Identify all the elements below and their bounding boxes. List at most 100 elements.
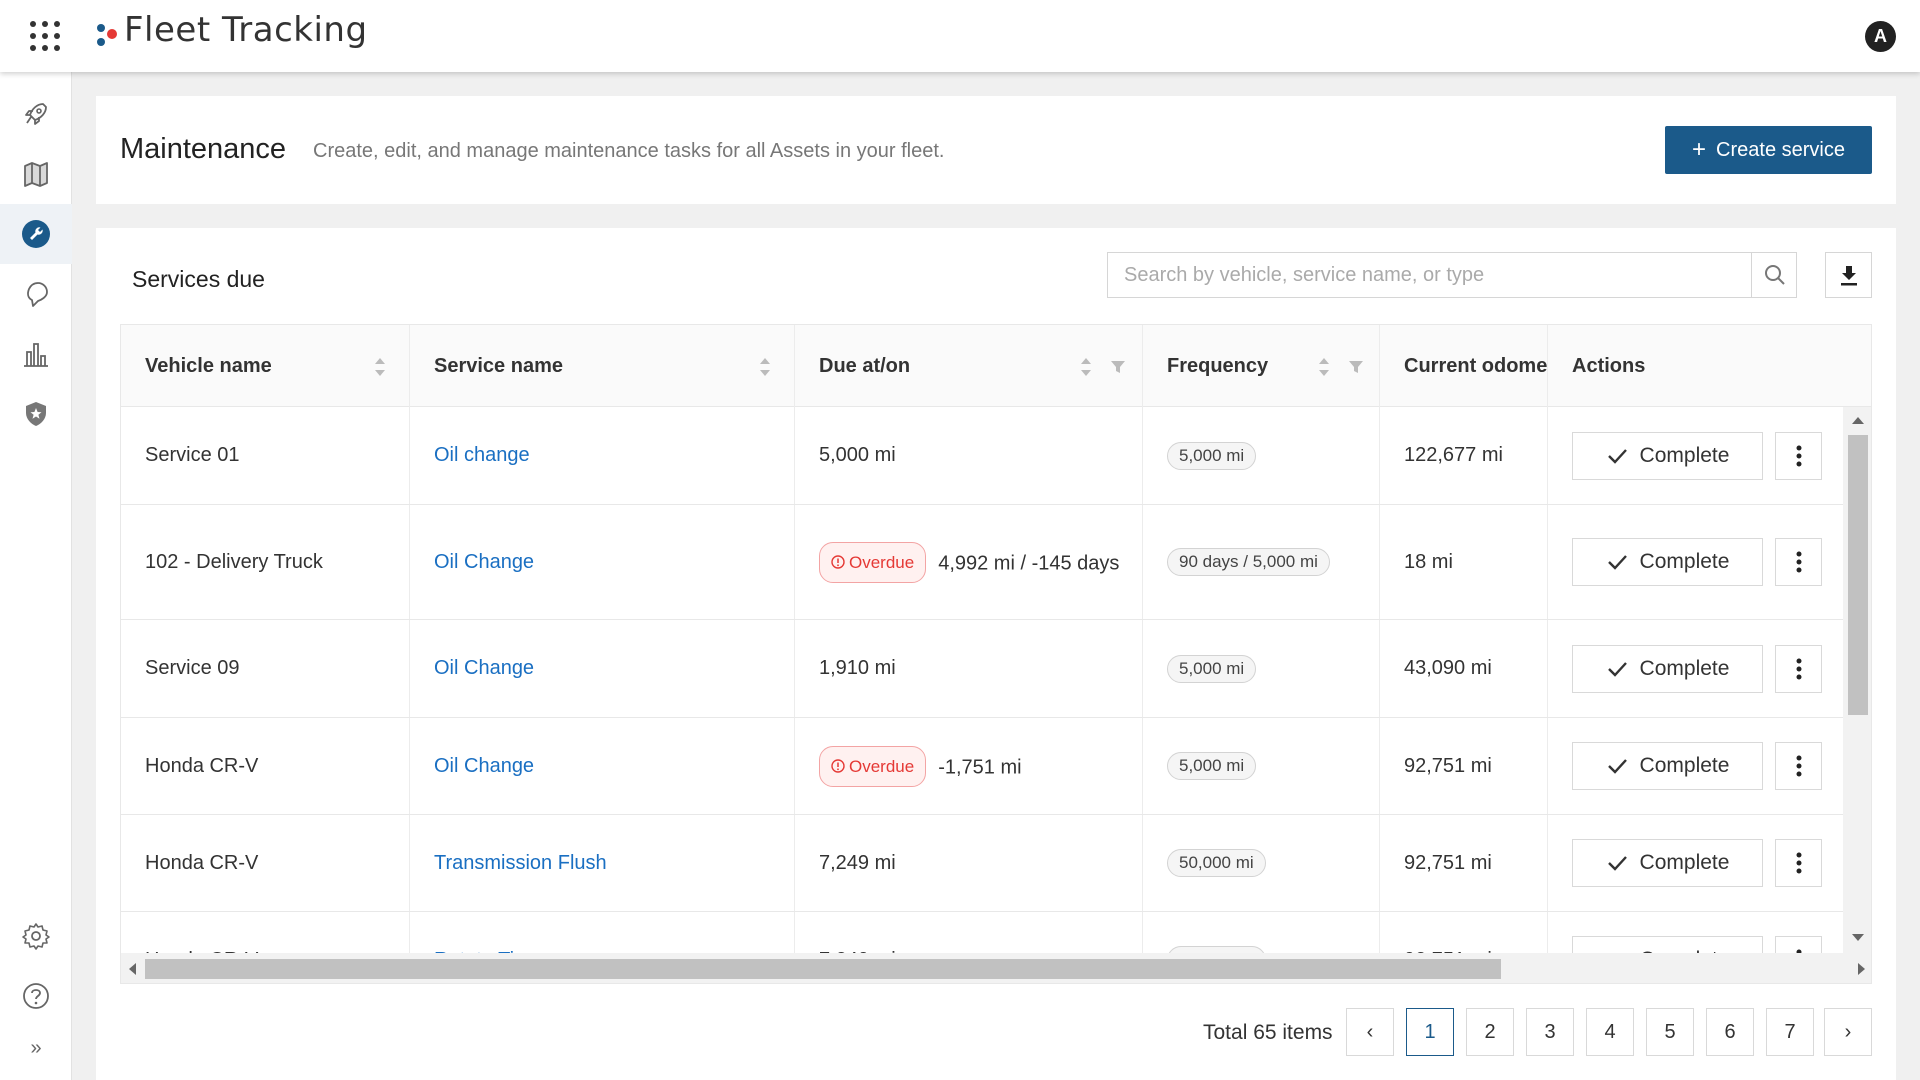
more-vertical-icon — [1796, 551, 1801, 573]
download-button[interactable] — [1825, 252, 1872, 298]
sidebar-item-settings[interactable] — [0, 906, 72, 966]
more-actions-button[interactable] — [1775, 936, 1822, 953]
logo-icon — [94, 22, 120, 48]
column-header-vehicle[interactable]: Vehicle name — [121, 325, 410, 407]
cell-vehicle: Honda CR-V — [121, 815, 410, 911]
service-name-link[interactable]: Rotate Tires — [434, 949, 542, 954]
map-icon — [24, 162, 48, 187]
overdue-badge: Overdue — [819, 745, 927, 787]
page-button-2[interactable]: 2 — [1466, 1008, 1514, 1056]
check-icon — [1607, 856, 1627, 871]
scroll-left-icon[interactable] — [129, 963, 136, 975]
due-value: 5,000 mi — [819, 444, 896, 466]
page-button-5[interactable]: 5 — [1646, 1008, 1694, 1056]
page-button-1[interactable]: 1 — [1406, 1008, 1454, 1056]
complete-label: Complete — [1639, 443, 1730, 467]
more-actions-button[interactable] — [1775, 839, 1822, 887]
cell-actions: Complete — [1548, 620, 1843, 717]
scroll-thumb[interactable] — [1848, 435, 1868, 715]
page-button-6[interactable]: 6 — [1706, 1008, 1754, 1056]
table-row: 102 - Delivery Truck Oil Change Overdue 4,9… — [121, 505, 1843, 620]
complete-button[interactable]: Complete — [1572, 742, 1763, 790]
sidebar-item-safety[interactable] — [0, 384, 72, 444]
odometer-value: 92,751 mi — [1404, 949, 1492, 954]
more-actions-button[interactable] — [1775, 742, 1822, 790]
scroll-up-icon[interactable] — [1852, 417, 1864, 424]
next-page-button[interactable]: › — [1824, 1008, 1872, 1056]
scroll-thumb[interactable] — [145, 959, 1501, 979]
filter-icon[interactable] — [1110, 359, 1126, 375]
column-header-odometer[interactable]: Current odome — [1380, 325, 1548, 407]
sidebar-item-dispatch[interactable] — [0, 84, 72, 144]
complete-button[interactable]: Complete — [1572, 538, 1763, 586]
due-value: 7,249 mi — [819, 949, 896, 954]
due-value: 1,910 mi — [819, 657, 896, 679]
vehicle-name: 102 - Delivery Truck — [145, 550, 323, 573]
due-value: -1,751 mi — [938, 756, 1022, 778]
column-label: Actions — [1572, 354, 1646, 377]
column-header-frequency[interactable]: Frequency — [1143, 325, 1380, 407]
total-items-label: Total 65 items — [1203, 1021, 1333, 1044]
cell-odometer: 92,751 mi — [1380, 718, 1548, 814]
complete-button[interactable]: Complete — [1572, 839, 1763, 887]
more-actions-button[interactable] — [1775, 538, 1822, 586]
complete-button[interactable]: Complete — [1572, 644, 1763, 693]
page-subtitle: Create, edit, and manage maintenance tas… — [313, 140, 945, 162]
user-avatar[interactable]: A — [1865, 21, 1896, 52]
sort-icon[interactable] — [374, 356, 386, 378]
cell-service: Oil Change — [410, 620, 795, 717]
search-input[interactable] — [1108, 253, 1750, 297]
table-row: Service 09 Oil Change 1,910 mi 5,000 mi 43,0… — [121, 620, 1843, 718]
filter-icon[interactable] — [1348, 359, 1364, 375]
services-due-panel: Services due Vehicle name Service name — [96, 228, 1896, 1080]
scroll-down-icon[interactable] — [1852, 934, 1864, 941]
cell-odometer: 18 mi — [1380, 505, 1548, 619]
page-button-7[interactable]: 7 — [1766, 1008, 1814, 1056]
cell-service: Transmission Flush — [410, 815, 795, 911]
prev-page-button[interactable]: ‹ — [1346, 1008, 1394, 1056]
sort-icon[interactable] — [759, 356, 771, 378]
cell-actions: Complete — [1548, 815, 1843, 911]
sort-icon[interactable] — [1318, 356, 1330, 378]
column-header-due[interactable]: Due at/on — [795, 325, 1143, 407]
sort-icon[interactable] — [1080, 356, 1092, 378]
cell-frequency: 50,000 mi — [1143, 815, 1380, 911]
sidebar-item-help[interactable] — [0, 966, 72, 1026]
service-name-link[interactable]: Oil Change — [434, 754, 535, 777]
sidebar-item-maintenance[interactable] — [0, 204, 72, 264]
complete-button[interactable]: Complete — [1572, 936, 1763, 953]
cell-due: Overdue -1,751 mi — [795, 718, 1143, 814]
cell-vehicle: Service 01 — [121, 407, 410, 504]
more-actions-button[interactable] — [1775, 644, 1822, 693]
services-table: Vehicle name Service name Due at/on Freq… — [120, 324, 1872, 984]
vertical-scrollbar[interactable] — [1843, 407, 1871, 953]
table-header: Vehicle name Service name Due at/on Freq… — [121, 325, 1871, 407]
sidebar-item-geofences[interactable] — [0, 264, 72, 324]
sidebar-item-reports[interactable] — [0, 324, 72, 384]
service-name-link[interactable]: Oil Change — [434, 550, 535, 573]
apps-grid-icon[interactable] — [28, 19, 62, 53]
complete-label: Complete — [1639, 754, 1730, 777]
expand-icon[interactable]: » — [30, 1036, 42, 1059]
service-name-link[interactable]: Transmission Flush — [434, 851, 607, 874]
column-label: Frequency — [1167, 354, 1269, 377]
horizontal-scrollbar[interactable] — [121, 953, 1871, 983]
vehicle-name: Honda CR-V — [145, 949, 258, 954]
complete-button[interactable]: Complete — [1572, 431, 1763, 480]
odometer-value: 122,677 mi — [1404, 444, 1503, 466]
service-name-link[interactable]: Oil Change — [434, 657, 535, 679]
sidebar-item-map[interactable] — [0, 144, 72, 204]
table-row: Honda CR-V Oil Change Overdue -1,751 mi 5,00… — [121, 718, 1843, 815]
vehicle-name: Service 09 — [145, 657, 240, 679]
scroll-right-icon[interactable] — [1858, 963, 1865, 975]
column-header-service[interactable]: Service name — [410, 325, 795, 407]
service-name-link[interactable]: Oil change — [434, 444, 530, 466]
page-button-3[interactable]: 3 — [1526, 1008, 1574, 1056]
wrench-icon — [22, 220, 50, 248]
create-service-button[interactable]: + Create service — [1665, 126, 1872, 174]
odometer-value: 43,090 mi — [1404, 657, 1492, 679]
page-button-4[interactable]: 4 — [1586, 1008, 1634, 1056]
cell-vehicle: 102 - Delivery Truck — [121, 505, 410, 619]
more-actions-button[interactable] — [1775, 431, 1822, 480]
search-icon[interactable] — [1751, 253, 1797, 297]
